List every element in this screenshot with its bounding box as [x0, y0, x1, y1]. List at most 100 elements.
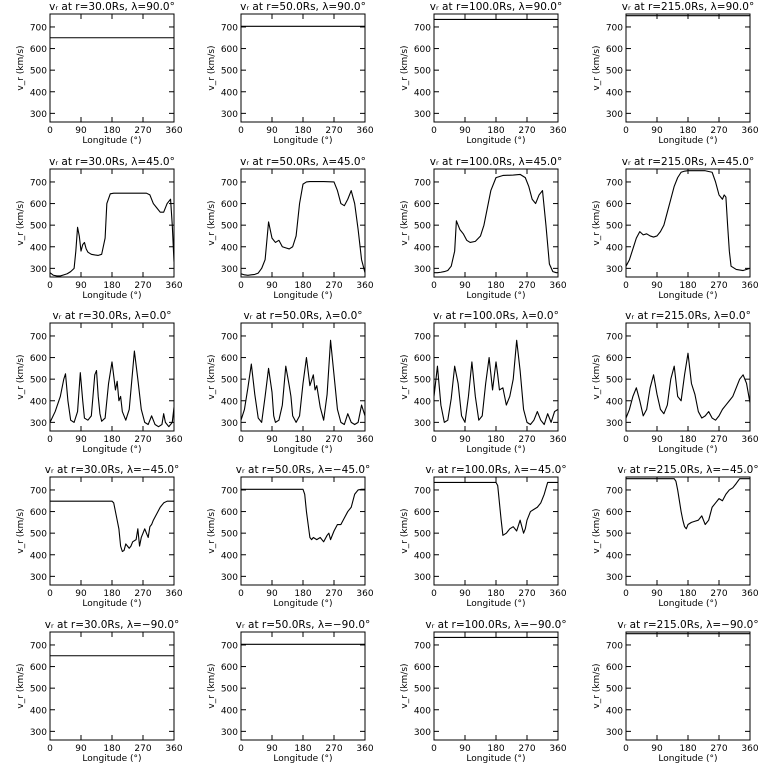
panel-r1-c2: vᵣ at r=100.0Rs, λ=45.0° 300 400 500 600 700 0…: [400, 156, 567, 301]
x-tick-label: 90: [651, 589, 663, 599]
y-tick-label: 500: [414, 376, 431, 386]
y-tick-label: 600: [606, 663, 623, 673]
x-tick-label: 270: [325, 589, 342, 599]
x-axis-label: Longitude (°): [273, 599, 332, 609]
x-tick-label: 90: [459, 744, 471, 754]
x-tick-label: 360: [165, 281, 182, 291]
plot-frame: [240, 322, 366, 432]
x-tick-label: 180: [103, 744, 120, 754]
y-tick-label: 400: [30, 551, 47, 561]
x-tick-label: 360: [356, 589, 373, 599]
panel-title: vᵣ at r=30.0Rs, λ=0.0°: [52, 310, 171, 322]
x-axis-label: Longitude (°): [466, 136, 525, 146]
y-axis-label: v_r (km/s): [592, 508, 602, 553]
x-tick-label: 0: [47, 281, 53, 291]
x-tick-label: 270: [518, 744, 535, 754]
y-axis-label: v_r (km/s): [592, 200, 602, 245]
y-tick-label: 600: [221, 354, 238, 364]
vr-profile-line: [626, 170, 750, 272]
x-tick-label: 360: [741, 744, 758, 754]
x-tick-label: 270: [134, 744, 151, 754]
x-axis-label: Longitude (°): [82, 599, 141, 609]
y-tick-label: 300: [606, 265, 623, 275]
y-tick-label: 700: [414, 641, 431, 651]
y-tick-label: 700: [606, 23, 623, 33]
y-tick-label: 700: [221, 641, 238, 651]
plot-frame: [625, 476, 751, 586]
x-tick-label: 270: [518, 589, 535, 599]
x-tick-label: 0: [623, 744, 629, 754]
x-tick-label: 180: [103, 435, 120, 445]
x-tick-label: 0: [431, 435, 437, 445]
y-tick-label: 600: [30, 45, 47, 55]
x-tick-label: 360: [741, 126, 758, 136]
y-tick-label: 600: [30, 200, 47, 210]
x-tick-label: 90: [75, 281, 87, 291]
plot-frame: [240, 476, 366, 586]
y-tick-label: 300: [30, 110, 47, 120]
x-tick-label: 360: [549, 589, 566, 599]
x-tick-label: 90: [75, 744, 87, 754]
x-tick-label: 360: [741, 281, 758, 291]
y-tick-label: 600: [30, 508, 47, 518]
panel-r3-c2: vᵣ at r=100.0Rs, λ=−45.0° 300 400 500 600 700…: [400, 464, 567, 609]
y-axis-label: v_r (km/s): [400, 354, 410, 399]
y-tick-label: 400: [606, 243, 623, 253]
panel-r4-c2: vᵣ at r=100.0Rs, λ=−90.0° 300 400 500 600 700…: [400, 619, 567, 764]
plot-frame: [49, 476, 175, 586]
panel-title: vᵣ at r=30.0Rs, λ=−90.0°: [45, 619, 180, 631]
x-tick-label: 360: [741, 589, 758, 599]
x-tick-label: 0: [623, 281, 629, 291]
y-tick-label: 400: [414, 397, 431, 407]
x-axis-label: Longitude (°): [82, 445, 141, 455]
vr-profile-line: [626, 478, 750, 530]
y-axis-label: v_r (km/s): [400, 663, 410, 708]
x-tick-label: 0: [623, 435, 629, 445]
y-tick-label: 300: [414, 419, 431, 429]
plot-frame: [433, 476, 559, 586]
x-tick-label: 270: [134, 126, 151, 136]
y-tick-label: 400: [606, 88, 623, 98]
x-tick-label: 180: [103, 281, 120, 291]
panel-r3-c3: vᵣ at r=215.0Rs, λ=−45.0° 300 400 500 600 700…: [592, 464, 759, 609]
y-axis-label: v_r (km/s): [400, 508, 410, 553]
y-axis-label: v_r (km/s): [207, 354, 217, 399]
y-tick-label: 600: [221, 663, 238, 673]
x-tick-label: 90: [651, 281, 663, 291]
x-tick-label: 180: [679, 744, 696, 754]
y-tick-label: 400: [221, 551, 238, 561]
x-axis-label: Longitude (°): [658, 445, 717, 455]
y-tick-label: 300: [606, 419, 623, 429]
panel-r0-c3: vᵣ at r=215.0Rs, λ=90.0° 300 400 500 600 700 0…: [592, 1, 759, 146]
vr-profile-line: [50, 192, 174, 277]
x-axis-label: Longitude (°): [658, 599, 717, 609]
x-axis-label: Longitude (°): [466, 445, 525, 455]
x-tick-label: 180: [103, 589, 120, 599]
panel-title: vᵣ at r=50.0Rs, λ=45.0°: [240, 156, 366, 168]
y-tick-label: 500: [221, 530, 238, 540]
x-tick-label: 90: [651, 126, 663, 136]
y-tick-label: 700: [30, 23, 47, 33]
y-tick-label: 500: [606, 222, 623, 232]
y-tick-label: 300: [606, 573, 623, 583]
x-tick-label: 90: [75, 126, 87, 136]
y-tick-label: 700: [30, 641, 47, 651]
x-tick-label: 360: [549, 126, 566, 136]
y-tick-label: 300: [414, 265, 431, 275]
x-tick-label: 270: [710, 435, 727, 445]
x-tick-label: 0: [47, 589, 53, 599]
plot-frame: [49, 631, 175, 741]
x-axis-label: Longitude (°): [466, 754, 525, 764]
y-tick-label: 700: [606, 486, 623, 496]
y-tick-label: 400: [414, 243, 431, 253]
vr-profile-line: [241, 180, 365, 276]
x-tick-label: 270: [518, 435, 535, 445]
y-tick-label: 600: [414, 663, 431, 673]
x-tick-label: 180: [103, 126, 120, 136]
y-tick-label: 600: [414, 200, 431, 210]
vr-profile-line: [50, 500, 174, 553]
x-axis-label: Longitude (°): [82, 136, 141, 146]
y-tick-label: 400: [414, 88, 431, 98]
x-tick-label: 90: [266, 589, 278, 599]
